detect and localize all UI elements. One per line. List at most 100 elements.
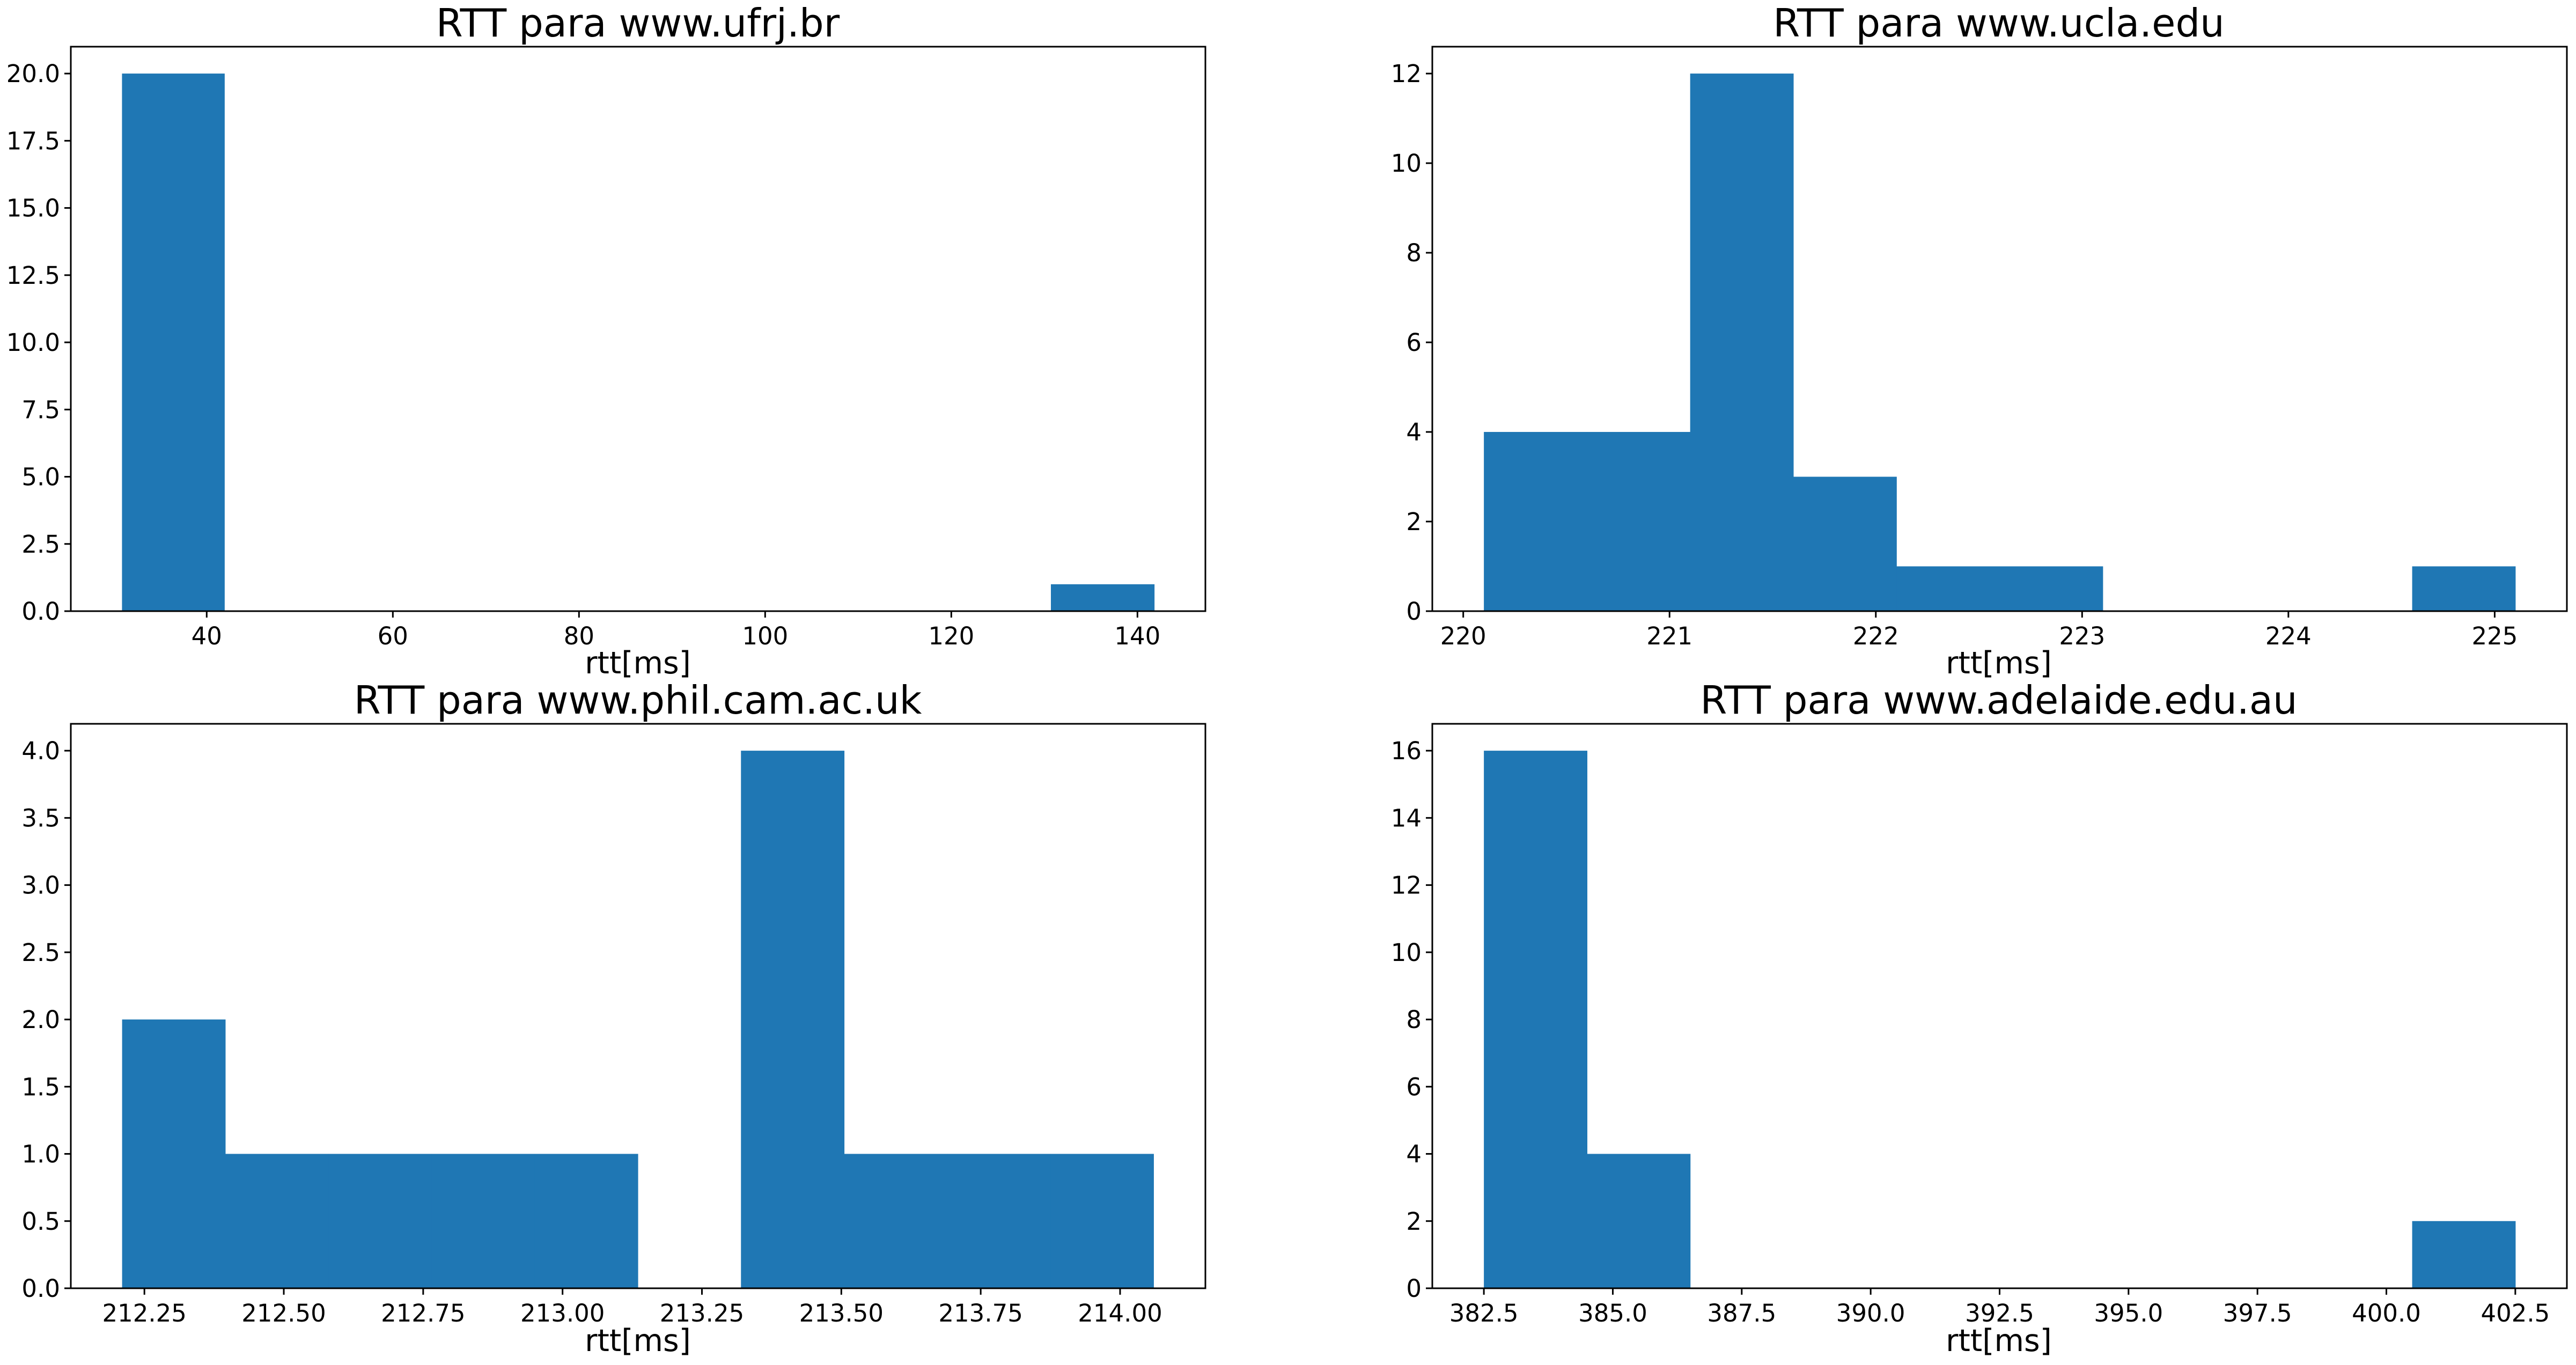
y-tick-label: 1.0 (21, 1140, 60, 1169)
histogram-bar (328, 1154, 432, 1288)
y-tick-label: 3.5 (21, 804, 60, 832)
histogram-bar (431, 1154, 535, 1288)
panel-ufrj: RTT para www.ufrj.br rtt[ms] 40 60 80 100 12… (6, 1, 1206, 681)
y-tick-label: 2.5 (21, 530, 60, 559)
y-tick-label: 2.5 (21, 938, 60, 967)
y-tick-label: 1.5 (21, 1073, 60, 1101)
y-tick-label: 14 (1391, 804, 1422, 832)
y-tick-label: 4 (1406, 1140, 1422, 1169)
x-tick-label: 221 (1646, 622, 1692, 650)
x-axis-label: rtt[ms] (585, 645, 691, 681)
y-tick-label: 8 (1406, 239, 1422, 267)
x-tick-label: 397.5 (2223, 1299, 2292, 1327)
y-tick-label: 10 (1391, 938, 1422, 967)
y-tick-label: 15.0 (6, 194, 60, 223)
panel-title: RTT para www.phil.cam.ac.uk (354, 678, 922, 723)
y-tick-label: 5.0 (21, 463, 60, 491)
x-tick-label: 387.5 (1707, 1299, 1776, 1327)
axes-frame (70, 723, 1206, 1289)
x-tick-label: 390.0 (1836, 1299, 1905, 1327)
y-tick-label: 0 (1406, 597, 1422, 626)
x-tick-label: 213.75 (938, 1299, 1022, 1327)
x-tick-label: 392.5 (1965, 1299, 2034, 1327)
x-tick-label: 223 (2059, 622, 2105, 650)
panel-adelaide: RTT para www.adelaide.edu.au rtt[ms] 382… (1391, 678, 2568, 1359)
x-tick-label: 212.50 (241, 1299, 326, 1327)
histogram-bar (947, 1154, 1051, 1288)
y-tick-label: 0.0 (21, 1274, 60, 1303)
x-axis-label: rtt[ms] (1946, 1323, 2052, 1359)
axes-frame (1431, 46, 2568, 612)
histogram-bar (1050, 584, 1155, 611)
y-tick-label: 12 (1391, 871, 1422, 900)
x-tick-label: 225 (2471, 622, 2518, 650)
y-tick-label: 12.5 (6, 261, 60, 290)
x-tick-label: 385.0 (1578, 1299, 1647, 1327)
panel-phil-cam: RTT para www.phil.cam.ac.uk rtt[ms] 212.… (21, 678, 1206, 1359)
y-tick-label: 4.0 (21, 737, 60, 765)
x-axis-label: rtt[ms] (585, 1323, 691, 1359)
y-tick-label: 2.0 (21, 1006, 60, 1034)
histogram-bar (1587, 1154, 1691, 1288)
y-tick-label: 0.5 (21, 1207, 60, 1236)
histogram-bar (1050, 1154, 1154, 1288)
histogram-bar (1896, 566, 2000, 611)
x-tick-label: 120 (928, 622, 974, 650)
y-tick-label: 7.5 (21, 395, 60, 424)
y-tick-label: 10.0 (6, 328, 60, 357)
histogram-bar (1484, 432, 1588, 611)
x-tick-label: 213.50 (799, 1299, 884, 1327)
y-tick-label: 16 (1391, 737, 1422, 765)
axes-frame (70, 46, 1206, 612)
x-tick-label: 220 (1440, 622, 1486, 650)
y-tick-label: 3.0 (21, 871, 60, 900)
y-tick-label: 4 (1406, 418, 1422, 446)
y-tick-label: 6 (1406, 1073, 1422, 1101)
y-tick-label: 6 (1406, 328, 1422, 357)
x-tick-label: 395.0 (2094, 1299, 2163, 1327)
y-tick-label: 10 (1391, 149, 1422, 178)
y-tick-label: 0 (1406, 1274, 1422, 1303)
x-tick-label: 222 (1853, 622, 1899, 650)
panel-title: RTT para www.ufrj.br (436, 1, 840, 46)
histogram-bar (225, 1154, 329, 1288)
histogram-bar (2412, 566, 2516, 611)
x-tick-label: 100 (742, 622, 788, 650)
x-tick-label: 80 (564, 622, 594, 650)
histogram-bar (1484, 751, 1588, 1288)
x-axis-label: rtt[ms] (1946, 645, 2052, 681)
panel-title: RTT para www.adelaide.edu.au (1700, 678, 2297, 723)
histogram-bar (1690, 74, 1794, 612)
histogram-bar (1587, 432, 1691, 611)
histogram-bar (844, 1154, 948, 1288)
x-tick-label: 402.5 (2481, 1299, 2550, 1327)
x-tick-label: 214.00 (1078, 1299, 1162, 1327)
y-tick-label: 2 (1406, 1207, 1422, 1236)
x-tick-label: 213.25 (660, 1299, 744, 1327)
x-tick-label: 140 (1114, 622, 1160, 650)
x-tick-label: 213.00 (520, 1299, 605, 1327)
y-tick-label: 17.5 (6, 127, 60, 155)
y-tick-label: 20.0 (6, 60, 60, 88)
y-tick-label: 8 (1406, 1006, 1422, 1034)
histogram-bar (534, 1154, 638, 1288)
x-tick-label: 40 (192, 622, 222, 650)
x-tick-label: 60 (378, 622, 408, 650)
x-tick-label: 400.0 (2352, 1299, 2421, 1327)
histogram-bar (122, 1019, 226, 1288)
x-tick-label: 224 (2265, 622, 2312, 650)
histogram-bar (1999, 566, 2103, 611)
x-tick-label: 212.75 (381, 1299, 465, 1327)
panel-title: RTT para www.ucla.edu (1773, 1, 2225, 46)
histogram-bar (1793, 476, 1897, 611)
x-tick-label: 212.25 (102, 1299, 186, 1327)
panel-ucla: RTT para www.ucla.edu rtt[ms] 220 221 222 2… (1391, 1, 2568, 681)
histogram-bar (2412, 1221, 2516, 1288)
x-tick-label: 382.5 (1449, 1299, 1519, 1327)
histogram-bar (122, 74, 225, 612)
y-tick-label: 2 (1406, 508, 1422, 536)
y-tick-label: 12 (1391, 60, 1422, 88)
y-tick-label: 0.0 (21, 597, 60, 626)
histogram-bar (741, 751, 845, 1288)
